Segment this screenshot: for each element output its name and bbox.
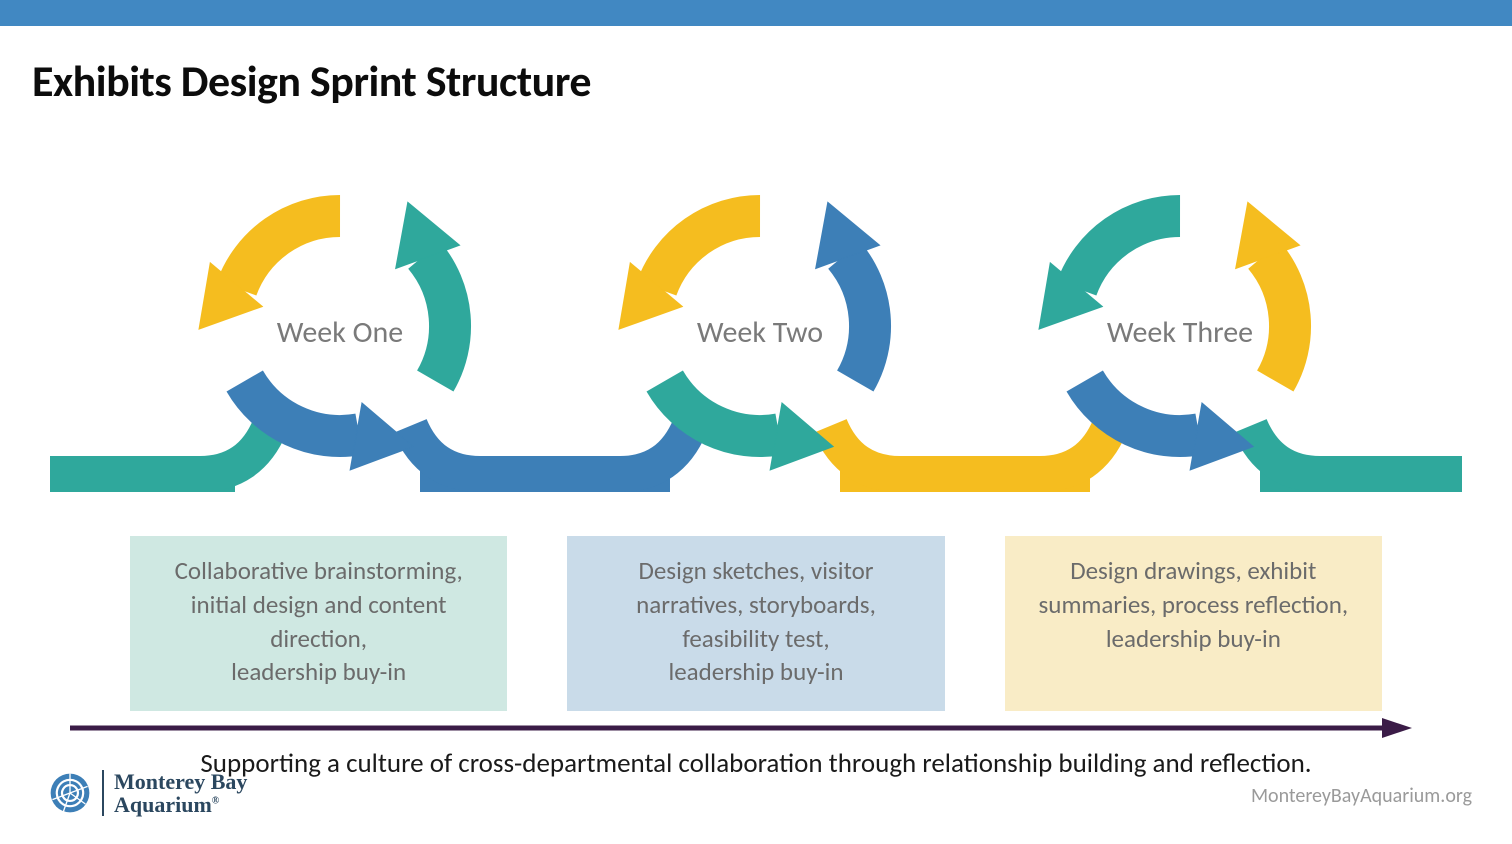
timeline-arrow: [70, 718, 1412, 738]
label-week-two: Week Two: [630, 314, 890, 351]
footer-url: MontereyBayAquarium.org: [1251, 784, 1472, 808]
logo-line1: Monterey Bay: [114, 769, 247, 794]
slide-title: Exhibits Design Sprint Structure: [32, 54, 591, 108]
logo-text: Monterey Bay Aquarium®: [102, 770, 247, 816]
label-week-one: Week One: [210, 314, 470, 351]
logo-line2: Aquarium: [114, 792, 212, 817]
description-boxes: Collaborative brainstorming, initial des…: [130, 536, 1382, 711]
box-week-two: Design sketches, visitor narratives, sto…: [567, 536, 944, 711]
nautilus-icon: [48, 771, 92, 815]
top-accent-bar: [0, 0, 1512, 26]
box-week-three: Design drawings, exhibit summaries, proc…: [1005, 536, 1382, 711]
logo: Monterey Bay Aquarium®: [48, 770, 247, 816]
slide: Exhibits Design Sprint Structure: [0, 26, 1512, 844]
box-week-one: Collaborative brainstorming, initial des…: [130, 536, 507, 711]
label-week-three: Week Three: [1050, 314, 1310, 351]
registered-mark: ®: [212, 796, 219, 807]
